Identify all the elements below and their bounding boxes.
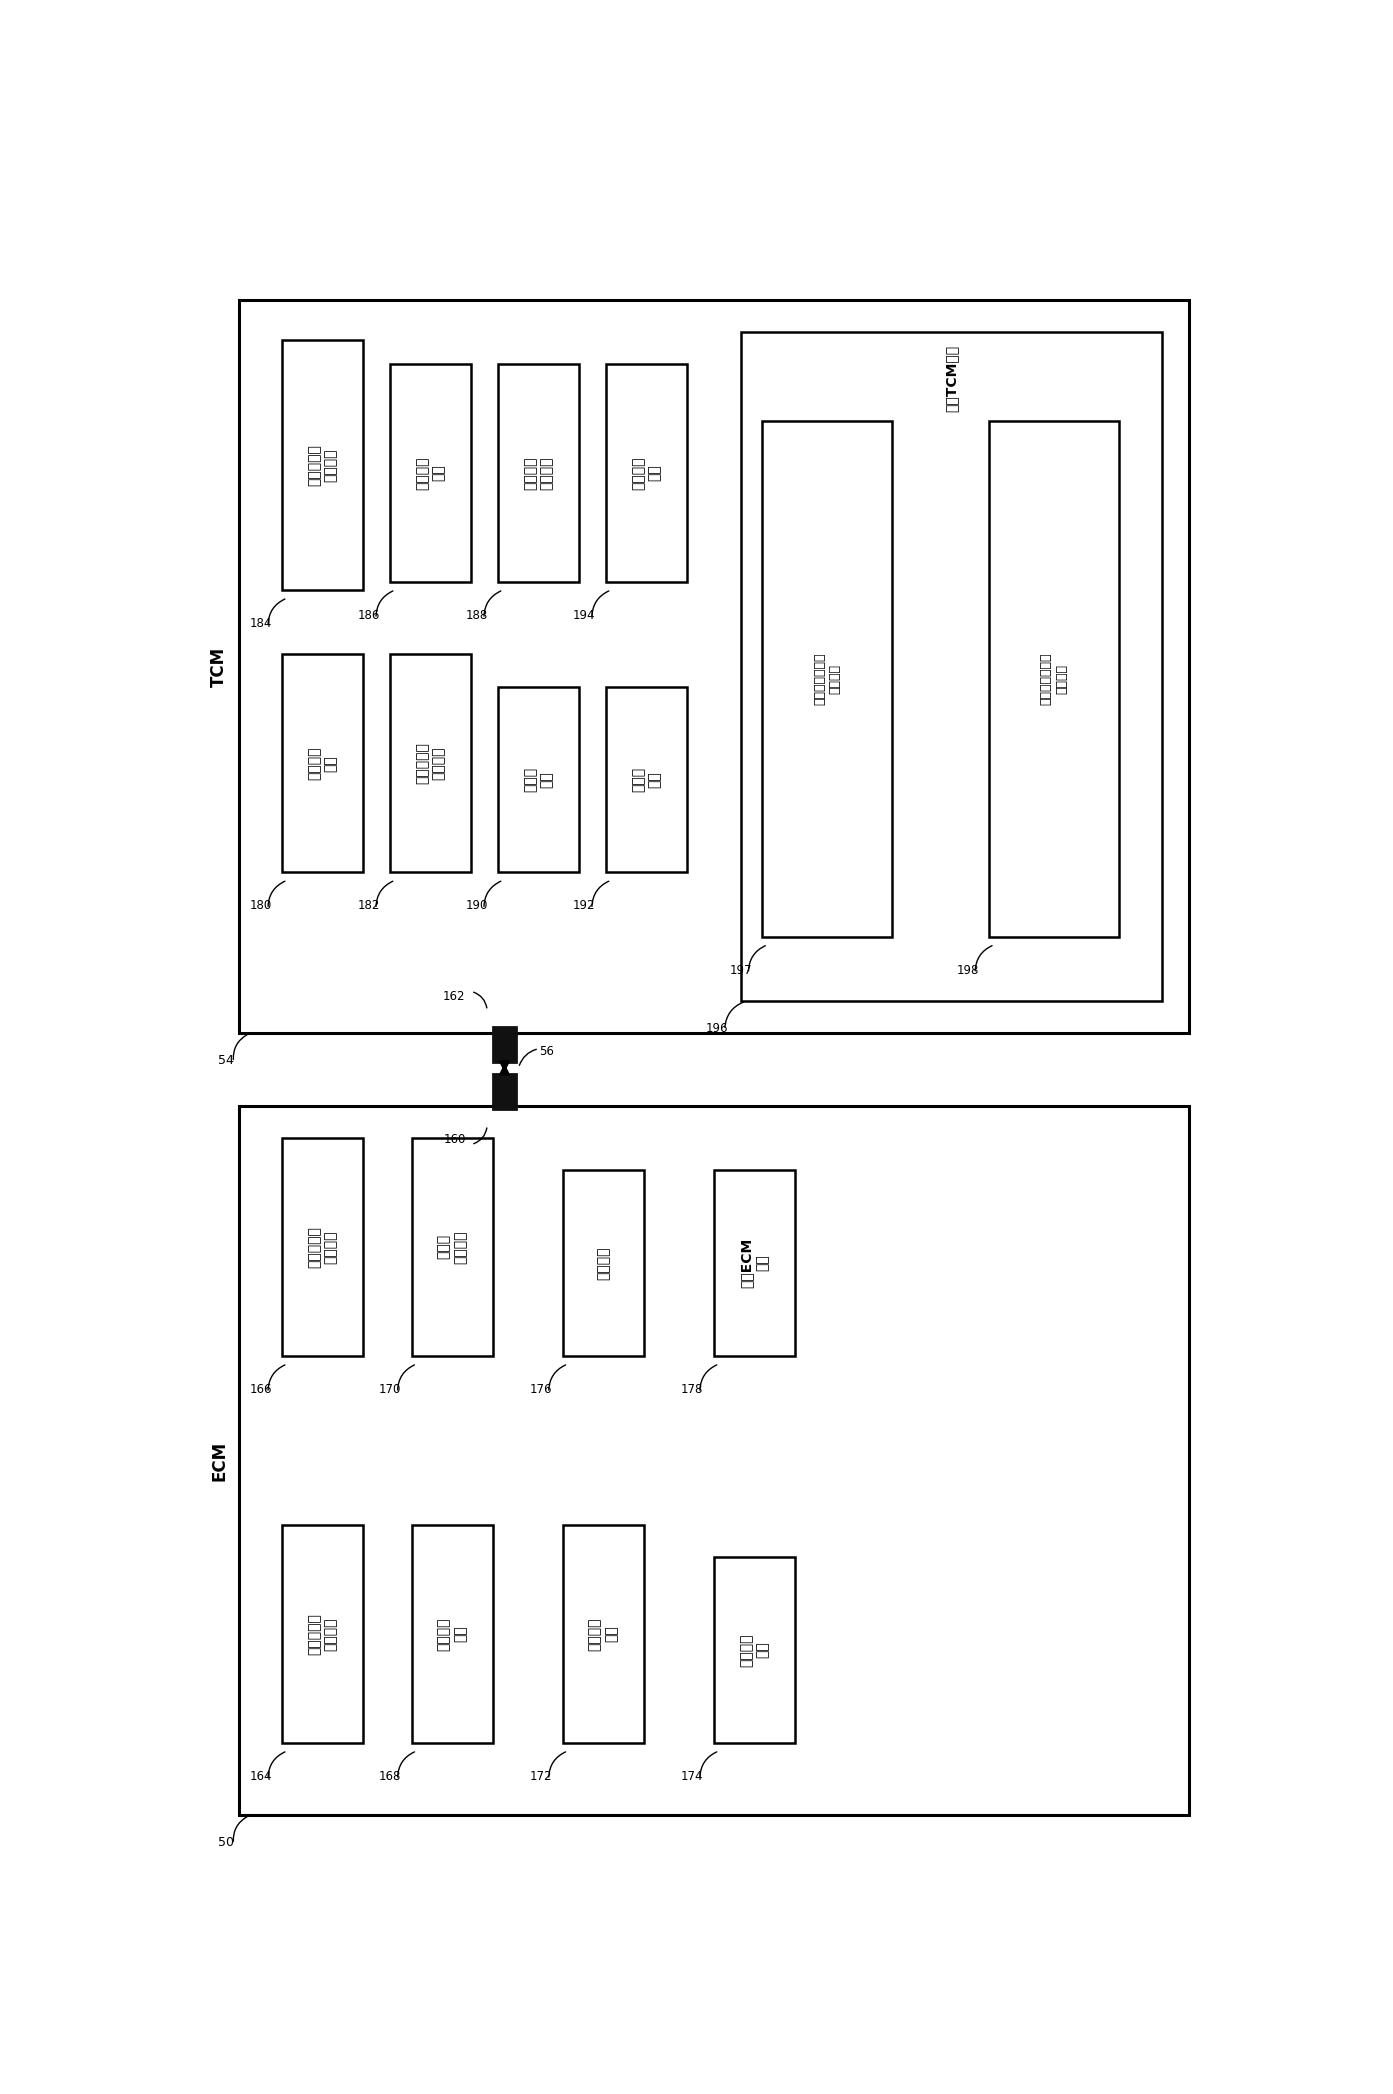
Text: 180: 180 — [249, 900, 272, 913]
Bar — [281, 653, 364, 871]
Text: 变速器泻
打矩模块: 变速器泻 打矩模块 — [524, 456, 554, 490]
Text: 诊断模块: 诊断模块 — [596, 1246, 610, 1279]
Text: 186: 186 — [357, 609, 380, 622]
Bar — [741, 331, 1162, 1001]
Text: 174: 174 — [681, 1769, 703, 1784]
Text: ECM: ECM — [210, 1441, 228, 1480]
Text: 160: 160 — [443, 1133, 465, 1145]
Bar — [240, 1106, 1188, 1815]
Text: 滑动打矩
模块: 滑动打矩 模块 — [631, 456, 662, 490]
Text: 178: 178 — [681, 1384, 703, 1397]
Text: 变速器齿轮和阀
组件模块: 变速器齿轮和阀 组件模块 — [1039, 653, 1068, 706]
Text: 其它TCM模块: 其它TCM模块 — [944, 346, 958, 413]
Text: 锁定电磁阀和阀
组件模块: 锁定电磁阀和阀 组件模块 — [814, 653, 841, 706]
Bar — [499, 687, 579, 871]
Bar — [281, 1524, 364, 1742]
Text: 第一发动机
加速模块: 第一发动机 加速模块 — [308, 1225, 338, 1267]
Text: 54: 54 — [219, 1053, 234, 1068]
Bar — [281, 339, 364, 591]
Bar — [412, 1524, 493, 1742]
Bar — [563, 1524, 644, 1742]
Bar — [240, 299, 1188, 1032]
Text: 172: 172 — [529, 1769, 553, 1784]
Bar — [499, 364, 579, 582]
Text: 196: 196 — [706, 1022, 729, 1034]
Text: 第二发动机
加速模块: 第二发动机 加速模块 — [308, 444, 338, 486]
Text: 182: 182 — [357, 900, 380, 913]
Bar — [606, 364, 687, 582]
Text: 194: 194 — [573, 609, 596, 622]
Text: 推进打矩
模块: 推进打矩 模块 — [740, 1633, 770, 1667]
Text: 节气门
控制模块: 节气门 控制模块 — [437, 1229, 468, 1263]
Text: 燃料控制
模块: 燃料控制 模块 — [588, 1617, 618, 1650]
Bar — [563, 1171, 644, 1355]
Text: 197: 197 — [730, 963, 752, 978]
Text: 170: 170 — [379, 1384, 401, 1397]
Text: 166: 166 — [249, 1384, 272, 1397]
Text: 164: 164 — [249, 1769, 272, 1784]
Text: TCM: TCM — [210, 647, 228, 687]
Bar — [281, 1139, 364, 1355]
Text: 其它ECM
模块: 其它ECM 模块 — [740, 1238, 770, 1288]
Text: 涡轮速度
模块: 涡轮速度 模块 — [308, 745, 338, 779]
Text: 液力扇矩
模块: 液力扇矩 模块 — [415, 456, 446, 490]
Text: 192: 192 — [573, 900, 596, 913]
Text: 188: 188 — [465, 609, 488, 622]
Bar — [606, 687, 687, 871]
Text: 50: 50 — [217, 1836, 234, 1849]
Text: 190: 190 — [465, 900, 488, 913]
Bar — [493, 1026, 517, 1062]
Text: 184: 184 — [249, 618, 272, 630]
Bar — [762, 421, 892, 936]
Text: 198: 198 — [957, 963, 979, 978]
Text: 第一发动机
转速模块: 第一发动机 转速模块 — [308, 1612, 338, 1654]
Text: 反打矩
模块: 反打矩 模块 — [631, 766, 662, 792]
Text: 第二发动机
速度模块: 第二发动机 速度模块 — [415, 741, 446, 783]
Bar — [412, 1139, 493, 1355]
Text: 56: 56 — [539, 1045, 554, 1057]
Text: 176: 176 — [529, 1384, 553, 1397]
Text: 168: 168 — [379, 1769, 401, 1784]
Text: 变速器
模块: 变速器 模块 — [524, 766, 554, 792]
Bar — [493, 1074, 517, 1110]
Bar — [390, 653, 471, 871]
Bar — [715, 1558, 795, 1742]
Text: 火花控制
模块: 火花控制 模块 — [437, 1617, 468, 1650]
Bar — [989, 421, 1119, 936]
Bar — [390, 364, 471, 582]
Text: 162: 162 — [443, 990, 465, 1003]
Bar — [715, 1171, 795, 1355]
